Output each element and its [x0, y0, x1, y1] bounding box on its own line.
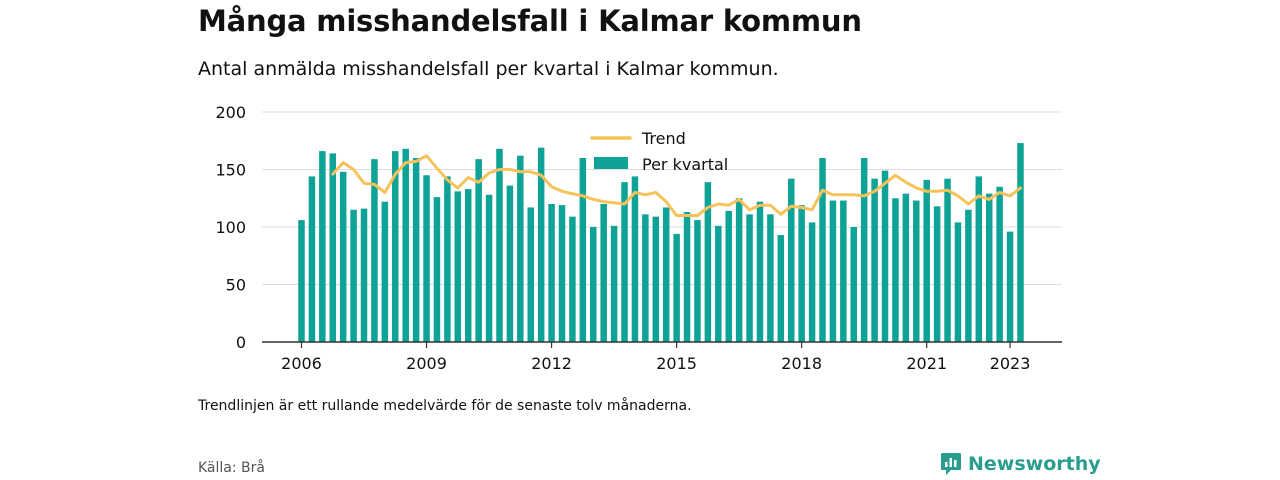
bar	[339, 171, 347, 342]
bar	[913, 200, 920, 342]
chart-subtitle: Antal anmälda misshandelsfall per kvarta…	[198, 58, 779, 80]
bar	[392, 151, 399, 342]
bar	[423, 175, 430, 342]
bar	[558, 205, 566, 342]
legend-bar-swatch	[594, 157, 628, 169]
trend-note: Trendlinjen är ett rullande medelvärde f…	[198, 398, 692, 414]
bar	[412, 158, 420, 342]
bar	[829, 200, 837, 342]
x-tick-label: 2021	[906, 354, 947, 373]
x-tick-label: 2015	[656, 354, 697, 373]
bar	[475, 159, 482, 342]
bar	[683, 212, 691, 342]
bar	[860, 158, 868, 342]
bar	[381, 201, 389, 342]
bar	[1006, 231, 1014, 342]
bar	[485, 194, 493, 342]
bar	[777, 235, 785, 342]
bar	[444, 176, 451, 342]
legend: Trend Per kvartal	[590, 129, 728, 174]
bar	[329, 153, 337, 342]
bar	[850, 227, 858, 342]
bar	[464, 189, 472, 342]
bar	[319, 151, 326, 342]
bar	[1017, 143, 1024, 342]
bar	[631, 176, 639, 342]
bar	[610, 225, 618, 342]
bar	[433, 197, 441, 342]
bar	[704, 182, 712, 342]
bar	[402, 148, 409, 342]
bar	[642, 214, 649, 342]
x-tick-label: 2023	[990, 354, 1031, 373]
bar	[798, 205, 805, 342]
bar	[923, 179, 930, 342]
y-tick-label: 0	[236, 333, 246, 352]
bar	[840, 200, 847, 342]
x-tick-label: 2006	[281, 354, 322, 373]
bar	[965, 209, 972, 342]
bar	[892, 198, 899, 342]
bar	[600, 204, 607, 342]
legend-bar-label: Per kvartal	[642, 155, 728, 174]
bar	[621, 182, 628, 342]
bar	[652, 216, 660, 342]
bar	[746, 214, 753, 342]
bar	[871, 178, 878, 342]
bar	[944, 178, 951, 342]
bar	[579, 158, 587, 342]
legend-trend-label: Trend	[641, 129, 686, 148]
x-tick-label: 2012	[531, 354, 572, 373]
bar	[673, 233, 680, 342]
chart-area: 0 50 100 150 200 2006 2009 2012 2015 2018 2021 202…	[215, 103, 1062, 373]
source-label: Källa: Brå	[198, 460, 265, 476]
y-axis-ticks: 0 50 100 150 200	[215, 103, 246, 352]
trend-line	[331, 154, 1022, 217]
bar	[548, 204, 555, 342]
y-tick-label: 200	[215, 103, 246, 122]
bar	[985, 193, 993, 342]
x-tick-label: 2018	[781, 354, 822, 373]
bar	[569, 216, 576, 342]
bar	[954, 222, 962, 342]
bar	[756, 201, 764, 342]
x-axis-ticks: 2006 2009 2012 2015 2018 2021 2023	[281, 342, 1030, 373]
bar	[715, 225, 722, 342]
y-tick-label: 100	[215, 218, 246, 237]
bars	[298, 143, 1024, 342]
bar	[517, 155, 524, 342]
x-tick-label: 2009	[406, 354, 447, 373]
brand[interactable]: Newsworthy	[940, 452, 1101, 476]
bar	[881, 170, 889, 342]
y-tick-label: 50	[226, 276, 246, 295]
bar	[527, 207, 534, 342]
brand-name: Newsworthy	[968, 453, 1101, 475]
bar	[694, 220, 701, 342]
bar	[360, 208, 368, 342]
bar	[975, 176, 983, 342]
bar	[371, 159, 378, 342]
bar	[819, 158, 826, 342]
bar	[902, 193, 910, 342]
bar	[725, 210, 732, 342]
bar	[808, 222, 816, 342]
bar	[735, 198, 743, 342]
bar	[298, 220, 305, 342]
bar	[350, 209, 357, 342]
y-tick-label: 150	[215, 161, 246, 180]
bar	[496, 148, 503, 342]
bar	[996, 186, 1003, 342]
bar	[506, 185, 514, 342]
bar	[787, 178, 795, 342]
bar	[933, 206, 941, 342]
newsworthy-logo-icon	[941, 453, 961, 475]
bar	[662, 207, 670, 342]
bar	[767, 214, 774, 342]
bar	[454, 191, 462, 342]
bar	[537, 147, 545, 342]
chart-title: Många misshandelsfall i Kalmar kommun	[198, 4, 862, 38]
bar	[590, 227, 597, 342]
bar	[308, 176, 316, 342]
